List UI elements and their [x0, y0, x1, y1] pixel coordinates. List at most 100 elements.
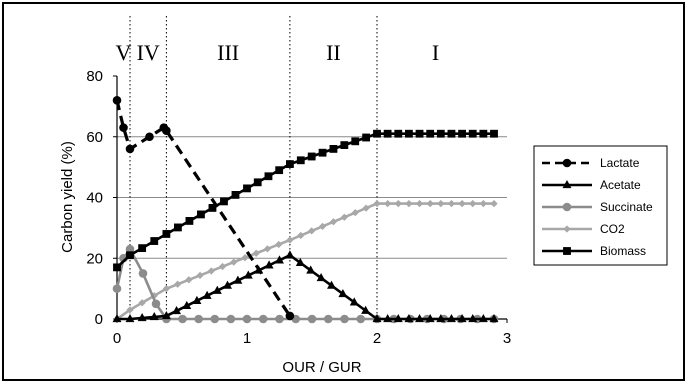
- point-acetate-24: [372, 314, 382, 323]
- point-acetate-2: [137, 313, 147, 322]
- series-line-succinate: [115, 246, 494, 321]
- region-labels: V IV III II I: [116, 40, 440, 65]
- legend-item-acetate: Acetate: [542, 178, 641, 192]
- point-biomass-16: [296, 156, 305, 165]
- point-acetate-8: [202, 290, 212, 299]
- legend-item-lactate: Lactate: [542, 156, 640, 170]
- point-co2-14: [275, 240, 283, 249]
- point-acetate-34: [478, 314, 488, 323]
- point-biomass-15: [285, 160, 294, 168]
- point-co2-32: [469, 199, 477, 208]
- point-succinate-7: [194, 314, 203, 324]
- point-co2-29: [437, 199, 445, 208]
- y-tick-label-20: 20: [86, 250, 103, 267]
- y-tick-label-80: 80: [86, 68, 103, 85]
- point-co2-4: [162, 285, 171, 293]
- point-co2-7: [196, 271, 204, 279]
- point-biomass-29: [436, 129, 445, 138]
- series-biomass: [113, 129, 498, 272]
- x-tick-label-2: 2: [373, 330, 381, 347]
- point-biomass-14: [275, 166, 284, 175]
- legend-item-succinate: Succinate: [542, 200, 653, 214]
- point-co2-33: [479, 199, 487, 208]
- point-succinate-6: [178, 314, 187, 324]
- point-biomass-19: [329, 145, 338, 153]
- point-succinate-16: [340, 314, 349, 324]
- y-axis-title: Carbon yield (%): [59, 141, 76, 253]
- point-acetate-15: [275, 255, 284, 264]
- point-co2-1: [126, 306, 134, 314]
- series-line-biomass: [116, 132, 494, 269]
- tick-labels: 0 20 40 60 80 0 1 2 3: [86, 68, 511, 347]
- x-tick-label-0: 0: [113, 330, 121, 347]
- point-acetate-19: [316, 273, 326, 282]
- point-biomass-6: [185, 217, 194, 225]
- point-acetate-22: [349, 297, 359, 306]
- point-lactate-6: [285, 311, 295, 321]
- point-biomass-30: [447, 129, 456, 138]
- series-lactate: [112, 96, 295, 321]
- point-biomass-20: [340, 141, 349, 150]
- point-acetate-18: [306, 265, 316, 274]
- point-co2-23: [373, 199, 381, 208]
- point-co2-5: [174, 280, 182, 288]
- point-succinate-4: [151, 299, 161, 309]
- point-lactate-0: [112, 96, 122, 105]
- point-biomass-1: [126, 251, 134, 260]
- point-co2-25: [394, 199, 402, 208]
- series-line-co2: [116, 202, 494, 321]
- point-acetate-32: [457, 314, 467, 323]
- point-co2-18: [318, 222, 327, 230]
- point-biomass-24: [383, 129, 392, 138]
- point-co2-13: [263, 245, 272, 253]
- point-acetate-1: [125, 314, 135, 323]
- legend-box: [533, 145, 668, 266]
- point-succinate-3: [138, 269, 148, 278]
- point-succinate-14: [307, 314, 317, 324]
- point-biomass-28: [426, 129, 435, 138]
- point-biomass-0: [113, 263, 121, 272]
- point-biomass-8: [208, 204, 217, 212]
- point-acetate-26: [393, 314, 403, 323]
- point-biomass-11: [243, 184, 251, 193]
- point-acetate-25: [383, 314, 393, 323]
- point-biomass-34: [490, 129, 498, 138]
- region-label-iv: IV: [137, 40, 160, 65]
- point-biomass-9: [220, 197, 228, 206]
- point-biomass-23: [373, 129, 381, 138]
- point-biomass-13: [264, 172, 273, 181]
- legend-item-co2: CO2: [542, 222, 625, 236]
- point-biomass-32: [468, 129, 477, 138]
- legend-label: Lactate: [600, 156, 640, 170]
- point-co2-16: [297, 231, 305, 240]
- point-succinate-9: [226, 314, 236, 324]
- region-label-v: V: [116, 40, 132, 65]
- point-co2-2: [138, 299, 146, 307]
- x-tick-label-1: 1: [243, 330, 251, 347]
- legend-item-biomass: Biomass: [542, 244, 646, 258]
- point-acetate-30: [436, 314, 446, 323]
- point-acetate-35: [489, 314, 499, 323]
- point-co2-34: [490, 199, 498, 208]
- point-succinate-8: [210, 314, 220, 324]
- point-acetate-28: [415, 314, 425, 323]
- point-biomass-5: [174, 223, 182, 232]
- point-acetate-20: [327, 280, 336, 289]
- legend-swatch-marker: [562, 180, 572, 189]
- point-co2-9: [218, 262, 227, 271]
- point-acetate-14: [264, 260, 274, 269]
- point-lactate-2: [125, 144, 135, 154]
- point-succinate-0: [112, 284, 122, 293]
- point-biomass-4: [162, 230, 171, 238]
- point-co2-31: [458, 199, 466, 208]
- point-succinate-17: [356, 314, 366, 324]
- point-acetate-33: [468, 314, 478, 323]
- point-acetate-9: [212, 285, 222, 294]
- point-biomass-27: [415, 129, 424, 138]
- point-acetate-0: [112, 314, 122, 323]
- point-biomass-25: [394, 129, 403, 138]
- series-co2: [113, 199, 498, 323]
- point-acetate-4: [161, 311, 171, 320]
- region-dividers: [129, 16, 378, 319]
- point-succinate-12: [275, 314, 284, 324]
